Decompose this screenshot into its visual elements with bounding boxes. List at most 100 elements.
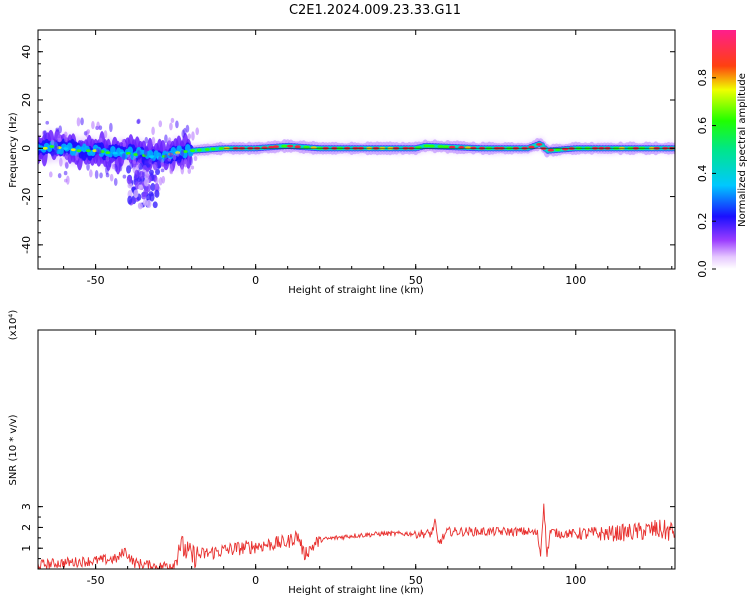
heatmap-cell [286,144,294,148]
heatmap-cell [65,152,69,160]
heatmap-cell [111,157,115,163]
heatmap-cell [105,165,109,175]
snr-multiplier: (x10⁴) [8,310,19,341]
heatmap-cell [76,117,81,127]
heatmap-cell [138,184,144,191]
heatmap-cell [141,171,146,178]
heatmap-cell [151,136,156,146]
heatmap-cell [75,151,79,161]
heatmap-cell [113,178,118,186]
snr-xlabel: Height of straight line (km) [288,585,424,596]
heatmap-ytick-label: -40 [20,236,33,254]
heatmap-xlabel: Height of straight line (km) [288,285,424,296]
colorbar-label: Normalized spectral amplitude [737,73,748,227]
heatmap-cell [310,146,317,150]
heatmap-cell [144,136,149,144]
heatmap-cell [109,122,113,133]
snr-axes: -50 0 50 100 1 2 3 [20,330,675,587]
heatmap-cell [218,147,224,150]
heatmap-ylabel: Frequency (Hz) [8,112,19,188]
heatmap-cell [167,137,172,145]
heatmap-cell [136,150,141,156]
heatmap-cell [126,175,132,185]
heatmap-cell [149,155,154,158]
colorbar-tick-label: 0.4 [696,165,709,183]
heatmap-cell [175,120,179,129]
heatmap-cell [187,167,192,174]
colorbar-tick-label: 0.0 [696,260,709,278]
heatmap-cell [145,173,150,178]
snr-xtick-label: 0 [252,574,259,587]
figure-title: C2E1.2024.009.23.33.G11 [289,3,461,18]
heatmap-cell [86,162,90,171]
colorbar-ticks: 0.0 0.2 0.4 0.6 0.8 [696,69,716,278]
heatmap-cell [157,156,162,164]
heatmap-cell [152,201,158,209]
heatmap-cell [118,162,123,172]
heatmap-cell [155,168,161,176]
heatmap-cell [105,172,110,178]
heatmap-cell [169,122,173,131]
heatmap-cell [187,133,192,140]
heatmap-cell [63,170,68,176]
heatmap-cell [158,177,163,186]
snr-xtick-label: 50 [409,574,423,587]
heatmap-cell [86,129,91,134]
heatmap-cell [58,125,62,134]
heatmap-cell [210,147,216,151]
heatmap-ytick-label: 0 [20,145,33,152]
heatmap-cell [94,170,99,179]
heatmap-cell [181,129,186,139]
heatmap-cell [155,176,159,185]
heatmap-cell [180,165,185,175]
heatmap-cell [80,117,84,126]
heatmap-cell [107,159,112,168]
heatmap-cell [129,162,134,169]
heatmap-axes: -50 0 50 100 40 20 0 -20 -40 [20,30,675,287]
heatmap-cell [189,156,193,166]
heatmap-cell [176,159,181,164]
heatmap-cell [64,134,68,143]
heatmap-cell [176,152,180,157]
heatmap-cell [59,157,63,167]
heatmap-cell [63,147,69,151]
heatmap-cell [164,153,168,163]
heatmap-cell [144,177,150,187]
heatmap-cell [49,171,53,178]
heatmap-cell [152,161,158,171]
heatmap-cell [144,159,148,164]
heatmap-cell [150,183,156,192]
heatmap-cell [79,139,84,147]
heatmap-cell [58,137,62,143]
heatmap-cell [54,139,58,148]
heatmap-cell [141,193,147,200]
heatmap-cell [528,145,535,149]
heatmap-cell [164,134,168,144]
heatmap-xtick-label: -50 [87,274,105,287]
heatmap-cell [428,144,435,148]
heatmap-cell [64,161,69,167]
heatmap-cell [121,152,126,160]
heatmap-cell [147,157,151,166]
heatmap-cell [154,189,160,198]
heatmap-cell [105,151,111,155]
heatmap-cell [137,155,141,161]
heatmap-cell [76,149,82,153]
colorbar-tick-label: 0.2 [696,212,709,230]
heatmap-cell [133,173,138,183]
heatmap-cell [112,151,118,155]
heatmap-cell [154,182,160,192]
heatmap-ytick-label: 20 [20,93,33,107]
heatmap-cell [190,165,195,170]
colorbar-tick-label: 0.6 [696,117,709,135]
heatmap-xtick-label: 50 [409,274,423,287]
colorbar [712,30,736,269]
heatmap-cell [196,148,202,152]
heatmap-cell [99,172,103,179]
heatmap-cell [91,121,95,130]
heatmap-cell [195,127,200,136]
heatmap-cell [137,168,141,178]
heatmap-cell [183,158,188,168]
heatmap-cell [55,127,60,132]
